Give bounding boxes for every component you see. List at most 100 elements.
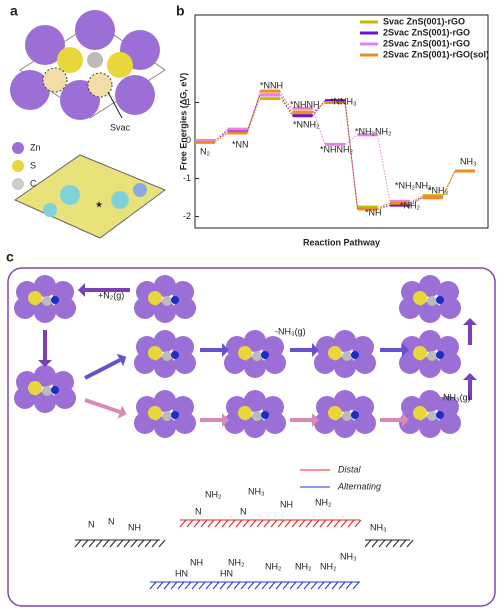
zn-atom [154,275,176,297]
zn-atom [439,352,461,374]
hatch [200,519,208,528]
species: NH₂ [295,561,312,571]
hatch [324,581,332,590]
hatch [392,539,400,548]
hatch [240,581,248,590]
s-atom [148,406,162,420]
panel-label: c [6,249,14,265]
hatch [198,581,206,590]
hatch [156,581,164,590]
hatch [226,581,234,590]
hatch [270,519,278,528]
hatch [116,539,124,548]
legend-swatch [12,142,24,154]
hatch [319,519,327,528]
arrowhead [78,283,85,297]
n-atom [261,411,269,419]
hatch [170,581,178,590]
n-atom [171,411,179,419]
species: HN [220,568,233,578]
connector [214,132,228,143]
c-atom [162,296,172,306]
species: NH₃ [340,551,357,561]
species: N [88,519,95,529]
arrowhead [463,318,477,325]
hatch [354,519,362,528]
connector [377,202,391,208]
species: HN [175,568,188,578]
hatch [151,539,159,548]
species: N [240,506,247,516]
hatch [312,519,320,528]
hatch [247,581,255,590]
hatch [214,519,222,528]
species: NH₃ [248,486,265,496]
legend-label: 2Svac ZnS(001)-rGO [383,27,470,37]
hatch [158,539,166,548]
c-atom [252,411,262,421]
connector [344,102,358,210]
n-atom [171,351,179,359]
c-atom [162,351,172,361]
zn-atom [244,356,266,378]
crystal-structure [10,10,166,120]
hatch [242,519,250,528]
s-atom [28,291,42,305]
hatch [228,519,236,528]
hatch [305,519,313,528]
hatch [277,519,285,528]
hatch [345,581,353,590]
n-atom [261,351,269,359]
legend-label: Alternating [337,481,381,491]
hatch [130,539,138,548]
hatch [102,539,110,548]
s-atom [148,291,162,305]
level-label: N₂ [200,146,210,156]
species: NH [128,522,141,532]
step-label: +N₂(g) [98,290,124,300]
hatch [261,581,269,590]
connector [247,94,261,132]
zn-atom [154,390,176,412]
zn-atom [419,416,441,438]
s-atom [28,381,42,395]
hatch [193,519,201,528]
zn-atom [334,416,356,438]
hatch [207,519,215,528]
species: N [108,516,115,526]
species: NH₃ [370,522,387,532]
hatch [74,539,82,548]
arrowhead [463,373,477,380]
zn-atom [154,330,176,352]
hatch [364,539,372,548]
connector [377,204,391,210]
arrowhead [222,413,229,427]
connector [279,94,293,117]
hatch [298,519,306,528]
hatch [205,581,213,590]
zn-atom [174,297,196,319]
legend-label: 2Svac ZnS(001)-rGO [383,38,470,48]
n-atom [51,386,59,394]
zn-atom [264,352,286,374]
y-tick-label: -1 [183,173,191,183]
legend-label: Zn [30,142,41,152]
hatch [326,519,334,528]
hatch [221,519,229,528]
level-label: *NHNH₂ [320,144,354,154]
zn-atom [439,412,461,434]
arrowhead [402,413,409,427]
hatch [263,519,271,528]
c-atom [427,411,437,421]
species: NH [190,557,203,567]
zn-atom [154,416,176,438]
level-label: *NH₂ [400,200,421,210]
zn-atom [354,352,376,374]
s-atom [328,406,342,420]
n-atom [436,351,444,359]
hatch [289,581,297,590]
arrowhead [38,360,52,367]
level-label: *NH₂NH₂ [355,126,392,136]
arrowhead [116,353,127,367]
n-atom [351,351,359,359]
